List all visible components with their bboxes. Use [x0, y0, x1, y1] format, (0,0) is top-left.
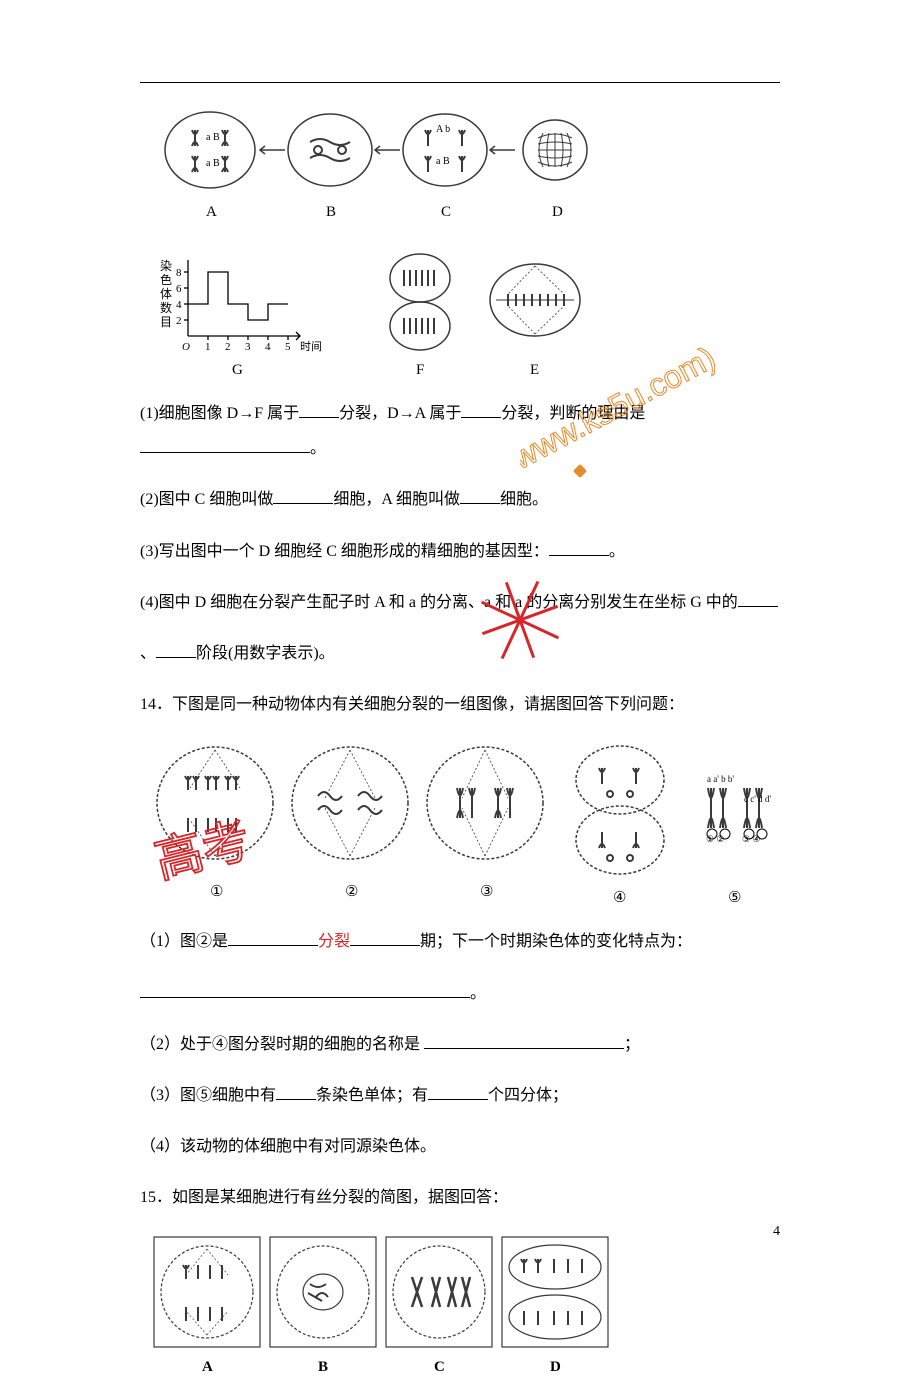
svg-text:染: 染	[160, 258, 172, 273]
svg-text:3: 3	[245, 341, 251, 353]
blank	[428, 1083, 488, 1100]
q14-2: （2）处于④图分裂时期的细胞的名称是 ；	[140, 1027, 780, 1062]
blank	[738, 590, 778, 607]
svg-text:数: 数	[160, 300, 172, 315]
svg-text:a a' b b': a a' b b'	[707, 774, 734, 784]
figure-q15: A B C D	[150, 1231, 780, 1381]
blank	[140, 981, 470, 998]
svg-text:B: B	[318, 1359, 328, 1375]
svg-text:C: C	[434, 1359, 445, 1375]
figure-q14-svg: a a' b b' c c' d d' ① ② ③ ④ ① ② ③ ④ ⑤	[150, 738, 790, 908]
q14-4: （4）该动物的体细胞中有对同源染色体。	[140, 1129, 780, 1164]
q13-4a: (4)图中 D 细胞在分裂产生配子时 A 和 a 的分离、a 和 a 的分离分别…	[140, 594, 738, 611]
svg-text:E: E	[530, 362, 539, 378]
q13-1: (1)细胞图像 D→F 属于 分裂，D→A 属于 分裂，判断的理由是。	[140, 396, 780, 466]
svg-text:a B: a B	[436, 156, 450, 167]
q14-3b: 条染色单体；有	[316, 1087, 428, 1104]
q13-2c: 细胞。	[500, 491, 548, 508]
svg-text:O: O	[182, 341, 190, 353]
blank	[549, 539, 609, 556]
q14-2end: ；	[624, 1036, 640, 1053]
svg-text:F: F	[416, 362, 424, 378]
svg-text:④: ④	[613, 890, 626, 906]
blank	[461, 401, 501, 418]
blank	[299, 401, 339, 418]
blank	[156, 641, 196, 658]
svg-text:D: D	[550, 1359, 561, 1375]
svg-text:2: 2	[176, 315, 182, 327]
q13-3a: (3)写出图中一个 D 细胞经 C 细胞形成的精细胞的基因型：	[140, 543, 549, 560]
svg-text:5: 5	[285, 341, 291, 353]
q14-3: （3）图⑤细胞中有 条染色单体；有 个四分体；	[140, 1078, 780, 1113]
svg-text:C: C	[441, 204, 451, 220]
figure-q13-svg: a B a B	[150, 100, 590, 380]
blank	[350, 929, 420, 946]
blank	[276, 1083, 316, 1100]
q14-1: （1）图②是 分裂 期；下一个时期染色体的变化特点为：	[140, 924, 780, 959]
top-rule	[140, 82, 780, 83]
svg-text:A b: A b	[436, 124, 450, 135]
q14-1b: 分裂	[318, 933, 350, 950]
svg-text:②: ②	[345, 884, 358, 900]
figure-q13: a B a B	[150, 100, 780, 380]
svg-text:2: 2	[225, 341, 231, 353]
q13-5b: 阶段(用数字表示)。	[196, 645, 335, 662]
q13-2b: 细胞，A 细胞叫做	[333, 491, 460, 508]
svg-text:色: 色	[160, 273, 172, 287]
q14-1b-line: 。	[140, 976, 780, 1011]
figure-q15-svg: A B C D	[150, 1231, 620, 1381]
q13-2a: (2)图中 C 细胞叫做	[140, 491, 273, 508]
q13-1b: 分裂，D→A 属于	[339, 405, 461, 422]
q13-1end: 。	[310, 440, 326, 457]
page: a B a B	[0, 0, 920, 1302]
figure-q14: a a' b b' c c' d d' ① ② ③ ④ ① ② ③ ④ ⑤	[150, 738, 780, 908]
q13-5a: 、	[140, 645, 156, 662]
q13-5: 、 阶段(用数字表示)。	[140, 636, 780, 671]
q14-1c: 期；下一个时期染色体的变化特点为：	[420, 933, 692, 950]
q14-3c: 个四分体；	[488, 1087, 568, 1104]
q13-1a: (1)细胞图像 D→F 属于	[140, 405, 299, 422]
blank	[424, 1032, 624, 1049]
q13-2: (2)图中 C 细胞叫做 细胞，A 细胞叫做 细胞。	[140, 482, 780, 517]
svg-text:时间: 时间	[300, 340, 322, 353]
q13-3: (3)写出图中一个 D 细胞经 C 细胞形成的精细胞的基因型： 。	[140, 534, 780, 569]
svg-text:B: B	[326, 204, 336, 220]
svg-text:体: 体	[160, 287, 172, 301]
blank	[140, 436, 310, 453]
blank	[228, 929, 318, 946]
blank	[460, 487, 500, 504]
svg-text:8: 8	[176, 267, 182, 279]
q14-2a: （2）处于④图分裂时期的细胞的名称是	[140, 1036, 420, 1053]
q14-stem: 14．下图是同一种动物体内有关细胞分裂的一组图像，请据图回答下列问题：	[140, 687, 780, 722]
q13-3end: 。	[609, 543, 625, 560]
svg-text:⑤: ⑤	[728, 890, 741, 906]
svg-text:①: ①	[210, 884, 223, 900]
q14-3a: （3）图⑤细胞中有	[140, 1087, 276, 1104]
q14-1end: 。	[470, 985, 486, 1002]
svg-text:③: ③	[480, 884, 493, 900]
svg-text:1: 1	[205, 341, 211, 353]
svg-text:D: D	[552, 204, 563, 220]
q15-stem: 15．如图是某细胞进行有丝分裂的简图，据图回答：	[140, 1180, 780, 1215]
svg-text:6: 6	[176, 283, 182, 295]
watermark-red-top	[460, 560, 580, 693]
svg-text:① ②: ① ②	[706, 834, 724, 844]
svg-text:4: 4	[265, 341, 271, 353]
svg-text:A: A	[206, 204, 217, 220]
svg-text:4: 4	[176, 299, 182, 311]
page-number: 4	[773, 1217, 780, 1248]
blank	[273, 487, 333, 504]
svg-text:A: A	[202, 1359, 213, 1375]
svg-text:目: 目	[160, 315, 172, 329]
svg-text:a B: a B	[206, 132, 220, 143]
svg-text:c c' d d': c c' d d'	[744, 794, 771, 804]
svg-text:G: G	[232, 362, 243, 378]
svg-text:a B: a B	[206, 158, 220, 169]
q13-1c: 分裂，判断的理由是	[501, 405, 645, 422]
q14-1a: （1）图②是	[140, 933, 228, 950]
q13-4: (4)图中 D 细胞在分裂产生配子时 A 和 a 的分离、a 和 a 的分离分别…	[140, 585, 780, 620]
